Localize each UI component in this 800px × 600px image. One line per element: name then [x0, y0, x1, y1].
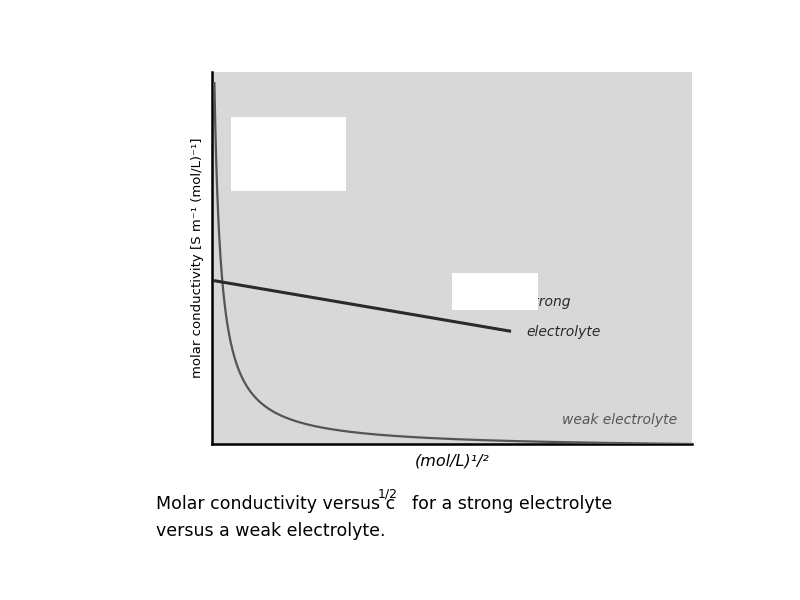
Text: weak electrolyte: weak electrolyte	[562, 413, 678, 427]
Text: (mol/L)¹/²: (mol/L)¹/²	[414, 453, 490, 468]
Text: 1/2: 1/2	[378, 488, 398, 501]
FancyBboxPatch shape	[452, 273, 538, 310]
Text: Molar conductivity versus c: Molar conductivity versus c	[156, 495, 395, 513]
FancyBboxPatch shape	[231, 116, 346, 191]
Text: strong: strong	[526, 295, 571, 309]
Text: electrolyte: electrolyte	[526, 325, 601, 339]
Y-axis label: molar conductivity [S m⁻¹ (mol/L)⁻¹]: molar conductivity [S m⁻¹ (mol/L)⁻¹]	[190, 138, 204, 378]
Text: versus a weak electrolyte.: versus a weak electrolyte.	[156, 522, 386, 540]
Text: for a strong electrolyte: for a strong electrolyte	[401, 495, 612, 513]
